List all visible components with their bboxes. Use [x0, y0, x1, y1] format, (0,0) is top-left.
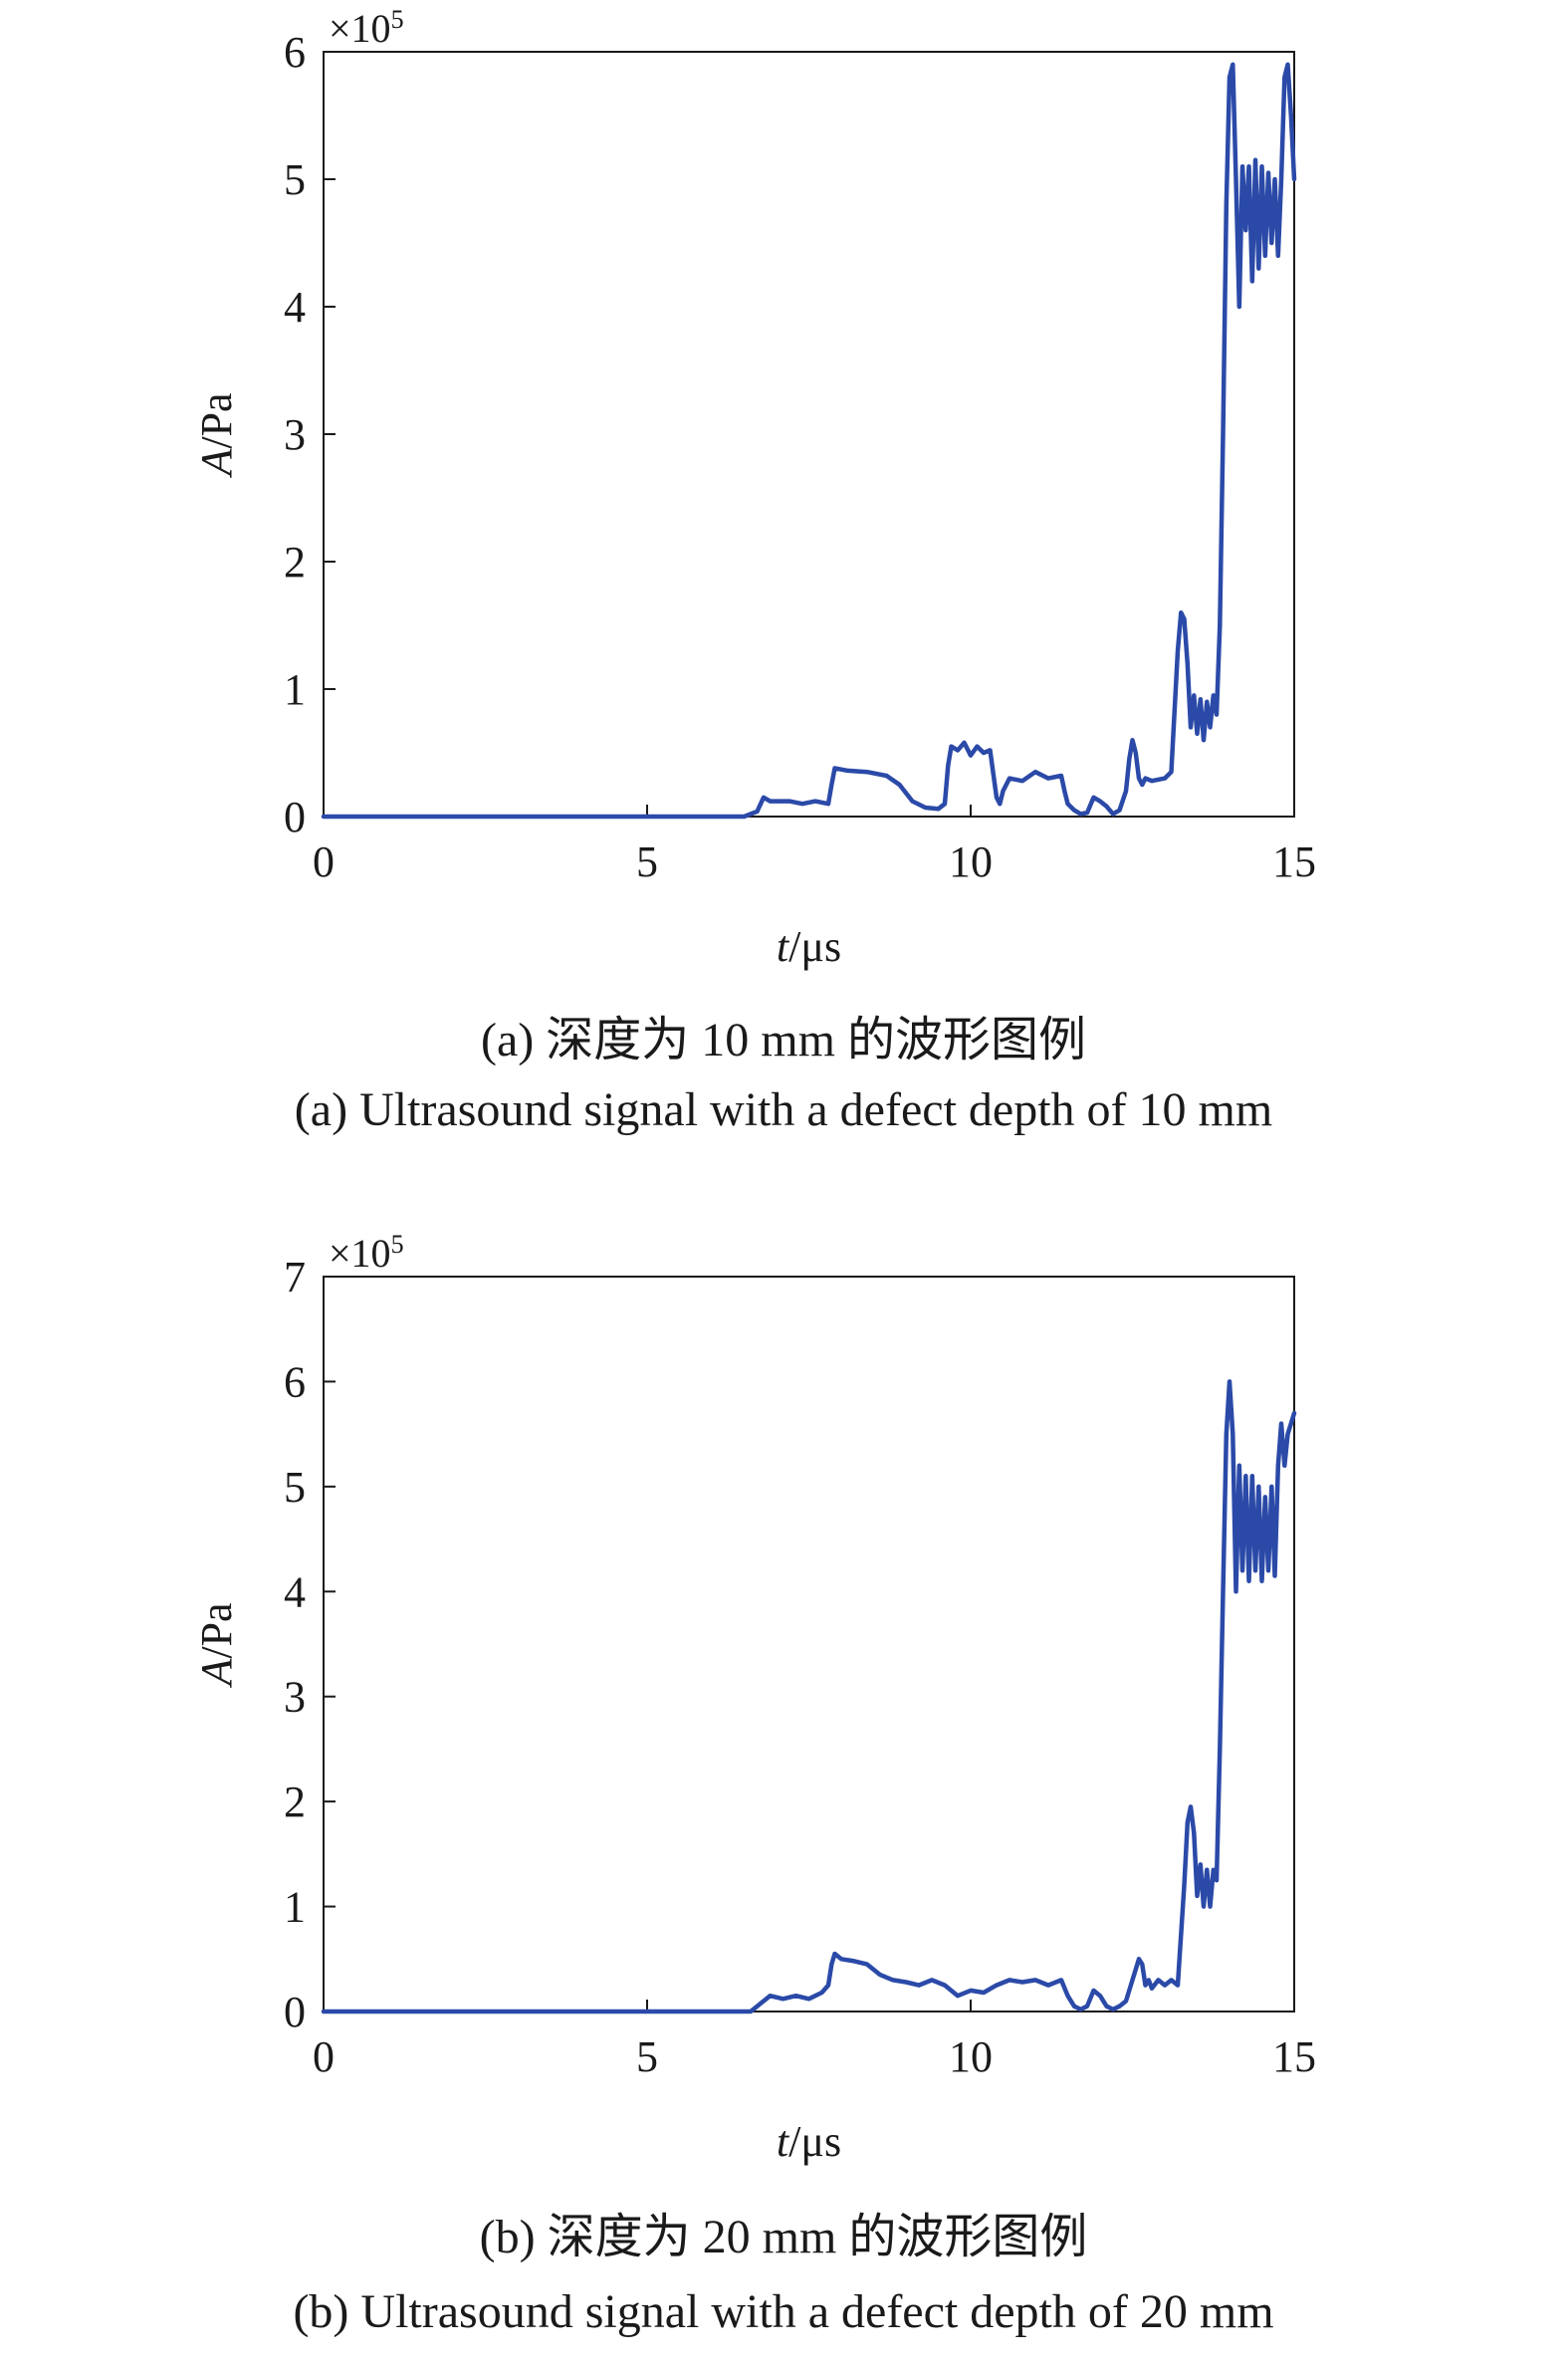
caption-chinese: (a) 深度为 10 mm 的波形图例 [481, 1014, 1086, 1066]
caption-chinese: (b) 深度为 20 mm 的波形图例 [480, 2211, 1088, 2263]
multiplier-exponent: 5 [391, 1230, 404, 1259]
x-axis-unit: /μs [788, 922, 841, 971]
y-tick-label: 1 [284, 1883, 306, 1932]
y-tick-label: 5 [284, 1463, 306, 1512]
plot-frame [323, 51, 1295, 818]
y-axis-label: A/Pa [192, 1602, 241, 1688]
x-tick-label: 5 [636, 2032, 658, 2081]
x-axis-unit: /μs [788, 2117, 841, 2166]
x-tick-label: 0 [313, 837, 335, 886]
x-tick-label: 5 [636, 837, 658, 886]
y-tick-label: 1 [284, 665, 306, 714]
y-tick-label: 7 [284, 1253, 306, 1302]
plot-frame [323, 1276, 1295, 2012]
x-axis-label: t/μs [777, 2117, 841, 2166]
series-line [321, 62, 1297, 820]
caption-english: (a) Ultrasound signal with a defect dept… [295, 1083, 1272, 1136]
y-tick-label: 0 [284, 1988, 306, 2036]
y-tick-label: 0 [284, 793, 306, 841]
y-tick-label: 6 [284, 28, 306, 77]
x-tick-label: 10 [949, 2032, 993, 2081]
x-axis-var: t [777, 2117, 790, 2166]
y-tick-label: 2 [284, 538, 306, 587]
y-tick-label: 4 [284, 283, 306, 332]
caption-english: (b) Ultrasound signal with a defect dept… [293, 2285, 1273, 2338]
y-multiplier-label: ×105 [329, 1230, 404, 1276]
y-tick-label: 4 [284, 1567, 306, 1616]
x-tick-label: 0 [313, 2032, 335, 2081]
y-axis-label: A/Pa [192, 392, 241, 478]
y-tick-label: 3 [284, 1673, 306, 1722]
y-tick-label: 6 [284, 1357, 306, 1406]
y-axis-var: A [192, 1658, 241, 1689]
x-axis-label: t/μs [777, 922, 841, 971]
multiplier-base: ×10 [329, 1231, 391, 1276]
y-axis-unit: /Pa [192, 1602, 241, 1658]
x-tick-label: 15 [1272, 2032, 1316, 2081]
y-multiplier-label: ×105 [329, 5, 404, 51]
x-tick-label: 10 [949, 837, 993, 886]
y-axis-var: A [192, 448, 241, 479]
y-tick-label: 5 [284, 155, 306, 204]
multiplier-exponent: 5 [391, 5, 404, 34]
multiplier-base: ×10 [329, 6, 391, 51]
x-tick-label: 15 [1272, 837, 1316, 886]
y-axis-unit: /Pa [192, 392, 241, 448]
y-tick-label: 2 [284, 1777, 306, 1826]
x-axis-var: t [777, 922, 790, 971]
series-line [321, 1379, 1297, 2014]
y-tick-label: 3 [284, 410, 306, 459]
